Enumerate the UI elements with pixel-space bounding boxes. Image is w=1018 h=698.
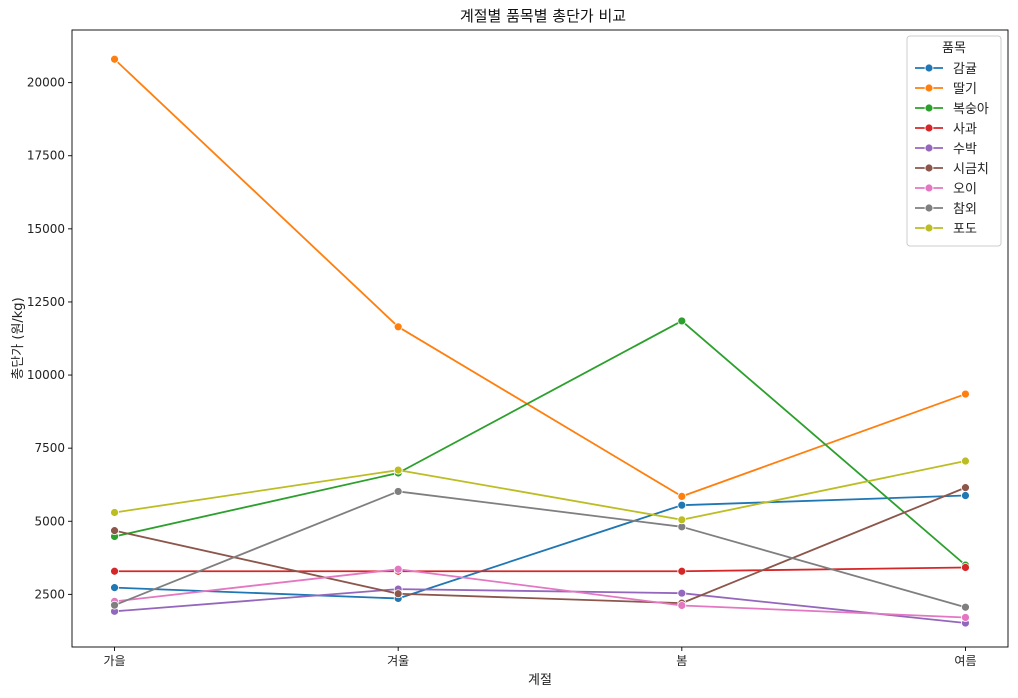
y-tick-label: 10000 (27, 368, 65, 382)
legend-item: 사과 (915, 122, 977, 137)
data-point (677, 601, 687, 610)
y-tick-label: 5000 (34, 514, 65, 528)
legend-item: 오이 (915, 182, 977, 197)
legend-label: 복숭아 (953, 102, 989, 117)
data-point (393, 465, 403, 475)
legend-label: 딸기 (953, 82, 977, 97)
series-line (114, 460, 966, 521)
x-axis-ticks: 가을 겨울 봄 여름 (103, 647, 977, 668)
legend-label: 참외 (953, 202, 977, 217)
legend-marker (924, 163, 934, 173)
data-point (110, 566, 119, 576)
chart-title: 계절별 품목별 총단가 비교 (460, 7, 626, 25)
legend-marker (924, 83, 934, 93)
legend-item: 포도 (915, 222, 977, 237)
series-line (114, 494, 966, 600)
data-point (961, 483, 970, 493)
y-axis-label: 총단가 (원/kg) (11, 297, 26, 379)
data-point (961, 456, 970, 466)
x-axis-label: 계절 (528, 673, 552, 688)
legend-item: 딸기 (915, 82, 977, 97)
series-오이 (110, 564, 970, 622)
y-tick-label: 17500 (27, 149, 65, 163)
legend-label: 오이 (953, 182, 977, 197)
data-point (110, 526, 119, 536)
data-point (961, 389, 970, 399)
data-point (393, 564, 403, 574)
series-line (114, 486, 966, 605)
legend-marker (924, 123, 934, 133)
data-point (961, 613, 970, 622)
y-tick-label: 15000 (27, 222, 65, 236)
data-point (110, 600, 119, 610)
legend-marker (924, 143, 934, 153)
series-복숭아 (110, 316, 970, 570)
plot-area (71, 29, 1009, 648)
legend-marker (924, 183, 934, 193)
legend-label: 시금치 (953, 162, 989, 177)
series-시금치 (110, 483, 970, 608)
series-수박 (110, 584, 970, 628)
x-tick-label: 봄 (676, 654, 687, 668)
legend-marker (924, 103, 934, 113)
data-point (393, 322, 403, 332)
series-layer (110, 54, 970, 628)
legend-item: 참외 (915, 202, 977, 217)
data-point (961, 602, 970, 612)
data-point (677, 588, 687, 598)
legend-label: 감귤 (953, 62, 977, 77)
data-point (961, 563, 970, 572)
legend-marker (924, 63, 934, 73)
x-tick-label: 가을 (103, 654, 125, 668)
legend-item: 시금치 (915, 162, 989, 177)
y-tick-label: 7500 (34, 441, 65, 455)
y-tick-label: 12500 (27, 295, 65, 309)
data-point (393, 487, 403, 496)
legend-item: 복숭아 (915, 102, 989, 117)
data-point (110, 583, 119, 593)
data-point (393, 589, 403, 599)
y-tick-label: 2500 (34, 587, 65, 601)
series-line (114, 568, 966, 619)
data-point (110, 508, 119, 517)
series-포도 (110, 456, 970, 525)
series-딸기 (110, 54, 970, 501)
data-point (677, 500, 687, 510)
data-point (677, 515, 687, 525)
legend-item: 감귤 (915, 62, 977, 77)
y-tick-label: 20000 (27, 76, 65, 90)
data-point (677, 316, 687, 326)
legend-item: 수박 (915, 142, 977, 157)
legend-marker (924, 223, 934, 233)
legend-title: 품목 (942, 41, 966, 56)
series-line (113, 58, 966, 498)
x-tick-label: 겨울 (387, 654, 409, 668)
legend-label: 사과 (953, 122, 977, 137)
series-line (114, 566, 966, 573)
x-tick-label: 여름 (954, 654, 976, 668)
y-axis-ticks: 2500 5000 7500 10000 12500 15000 17500 20000 (27, 76, 72, 601)
series-참외 (110, 487, 970, 612)
series-line (114, 320, 967, 566)
legend-label: 수박 (953, 142, 977, 157)
data-point (677, 492, 687, 501)
data-point (961, 491, 970, 500)
series-line (114, 490, 966, 609)
series-line (114, 588, 966, 624)
series-사과 (110, 563, 970, 576)
data-point (110, 54, 119, 64)
data-point (677, 566, 687, 576)
legend-marker (924, 203, 934, 213)
legend-label: 포도 (953, 222, 977, 237)
